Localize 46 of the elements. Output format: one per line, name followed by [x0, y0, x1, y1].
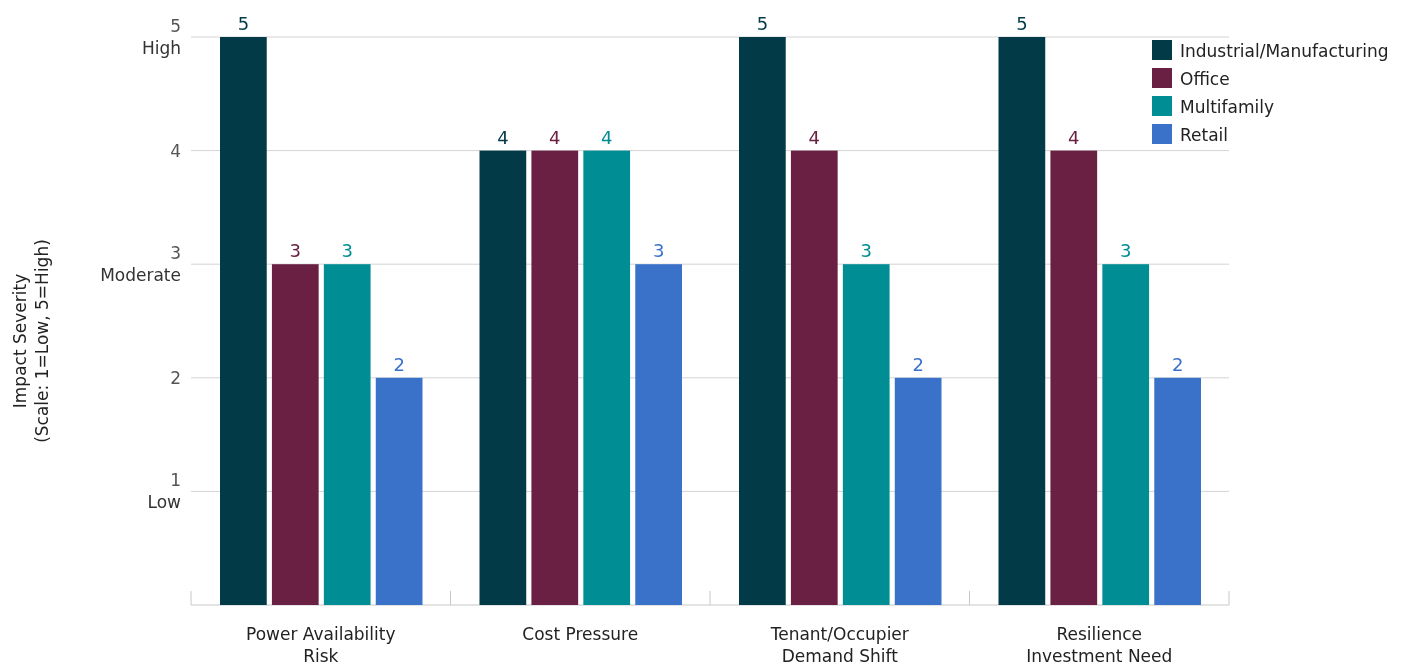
bar — [479, 150, 527, 605]
data-label: 2 — [393, 353, 405, 375]
data-label: 3 — [1119, 240, 1132, 262]
data-label: 3 — [289, 240, 302, 262]
x-tick-label: Tenant/Occupier Demand Shift — [769, 624, 909, 666]
data-label: 5 — [237, 13, 250, 34]
y-axis-title: Impact Severity (Scale: 1=Low, 5=High) — [10, 239, 52, 443]
y-tick-label: 1 Low — [147, 470, 182, 513]
data-label: 4 — [549, 126, 561, 148]
x-tick-label: Resilience Investment Need — [1026, 624, 1173, 666]
bar — [271, 264, 319, 605]
bar — [894, 377, 942, 605]
bar — [842, 264, 890, 605]
bar — [583, 150, 631, 605]
bar — [739, 37, 786, 605]
legend-label: Office — [1180, 69, 1230, 89]
y-tick-label: 5 High — [141, 16, 181, 58]
x-tick-label: Power Availability Risk — [246, 624, 396, 666]
data-label: 2 — [1171, 353, 1184, 375]
bar — [790, 150, 838, 605]
data-label: 5 — [756, 13, 769, 34]
y-tick-label: 4 — [170, 140, 181, 161]
bar — [323, 264, 371, 605]
y-tick-label: 2 — [170, 367, 181, 388]
data-label: 5 — [1016, 13, 1028, 34]
bar — [375, 377, 423, 605]
data-label: 3 — [652, 240, 665, 262]
x-tick-label: Cost Pressure — [522, 624, 639, 644]
bar — [635, 264, 682, 605]
legend-label: Industrial/Manufacturing — [1180, 41, 1389, 61]
bar — [998, 37, 1046, 605]
bar — [1154, 377, 1201, 605]
bar — [1050, 150, 1098, 605]
data-label: 3 — [860, 240, 872, 262]
data-label: 4 — [497, 126, 509, 148]
data-label: 4 — [1068, 126, 1080, 148]
bar — [531, 150, 579, 605]
legend-label: Retail — [1180, 125, 1229, 145]
data-label: 4 — [808, 126, 821, 148]
data-label: 3 — [341, 240, 353, 262]
data-label: 4 — [600, 126, 613, 148]
y-tick-label: 3 Moderate — [100, 243, 181, 286]
legend-label: Multifamily — [1180, 97, 1275, 117]
bar — [1102, 264, 1150, 605]
bar — [220, 37, 267, 605]
data-label: 2 — [912, 353, 924, 375]
